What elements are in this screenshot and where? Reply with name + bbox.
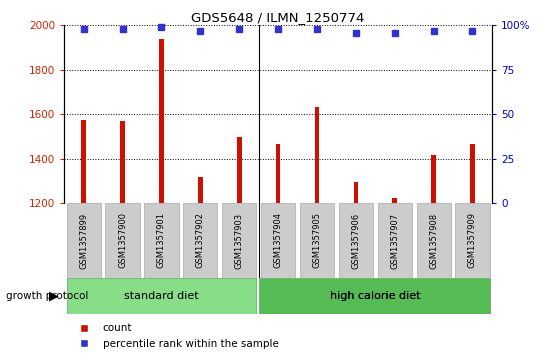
Legend: count, percentile rank within the sample: count, percentile rank within the sample	[69, 319, 283, 353]
Text: high calorie diet: high calorie diet	[330, 291, 420, 301]
Text: ▶: ▶	[49, 289, 59, 302]
Bar	[144, 203, 178, 278]
Bar	[456, 203, 490, 278]
Bar	[300, 203, 334, 278]
Text: GSM1357900: GSM1357900	[118, 212, 127, 269]
Text: GSM1357903: GSM1357903	[235, 212, 244, 269]
Bar	[339, 203, 373, 278]
Bar	[183, 203, 217, 278]
Title: GDS5648 / ILMN_1250774: GDS5648 / ILMN_1250774	[191, 11, 365, 24]
Bar	[120, 121, 125, 203]
Bar	[82, 120, 86, 203]
Bar	[276, 144, 281, 203]
Text: high calorie diet: high calorie diet	[330, 291, 420, 301]
Bar	[259, 278, 490, 314]
Bar	[222, 203, 257, 278]
Bar	[67, 203, 101, 278]
Bar	[198, 177, 203, 203]
Text: GSM1357904: GSM1357904	[273, 212, 283, 269]
Text: GSM1357908: GSM1357908	[429, 212, 438, 269]
Text: standard diet: standard diet	[124, 291, 199, 301]
Bar	[106, 203, 140, 278]
Text: growth protocol: growth protocol	[6, 291, 88, 301]
Text: GSM1357907: GSM1357907	[390, 212, 399, 269]
Text: GSM1357905: GSM1357905	[312, 212, 321, 269]
Bar	[392, 198, 397, 203]
Bar	[315, 107, 319, 203]
Bar	[67, 278, 257, 314]
Bar	[416, 203, 451, 278]
Bar	[353, 182, 358, 203]
Text: GSM1357909: GSM1357909	[468, 212, 477, 269]
Bar	[237, 136, 241, 203]
Text: GSM1357899: GSM1357899	[79, 212, 88, 269]
Bar	[378, 203, 412, 278]
Bar	[432, 155, 436, 203]
Text: GSM1357901: GSM1357901	[157, 212, 166, 269]
Text: GSM1357902: GSM1357902	[196, 212, 205, 269]
Text: GSM1357906: GSM1357906	[352, 212, 361, 269]
Bar	[159, 39, 164, 203]
Bar	[261, 203, 295, 278]
Bar	[470, 144, 475, 203]
